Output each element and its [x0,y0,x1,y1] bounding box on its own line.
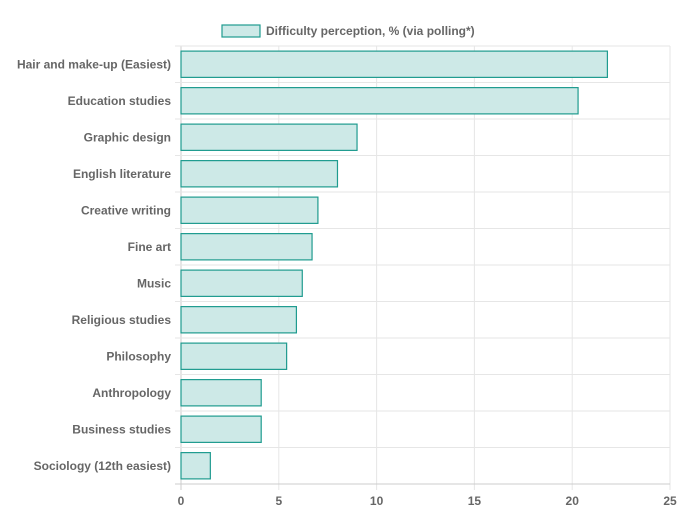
category-label: Creative writing [81,203,171,217]
x-tick-label: 25 [663,494,677,508]
bar[interactable] [180,50,609,78]
bar[interactable] [180,342,288,370]
bar[interactable] [180,452,211,480]
category-label: Music [137,276,171,290]
category-label: Sociology (12th easiest) [34,459,171,473]
x-tick-label: 15 [468,494,482,508]
x-tick-label: 20 [566,494,580,508]
bar[interactable] [180,123,358,151]
x-tick-label: 5 [275,494,282,508]
bar[interactable] [180,415,262,443]
bar[interactable] [180,306,298,334]
category-label: Hair and make-up (Easiest) [17,57,171,71]
bar[interactable] [180,87,579,115]
bars [180,50,609,480]
bar[interactable] [180,160,339,188]
x-tick-label: 0 [178,494,185,508]
legend-label[interactable]: Difficulty perception, % (via polling*) [266,24,475,38]
category-label: Business studies [72,422,171,436]
category-labels: Hair and make-up (Easiest) Education stud… [17,57,171,473]
bar[interactable] [180,196,319,224]
category-label: Fine art [128,240,171,254]
category-label: Anthropology [92,386,171,400]
bar[interactable] [180,379,262,407]
bar[interactable] [180,233,313,261]
grid-lines [175,45,671,490]
category-label: Religious studies [72,313,172,327]
category-label: Graphic design [84,130,171,144]
x-tick-labels: 0 5 10 15 20 25 [178,494,677,508]
category-label: Education studies [68,94,172,108]
category-label: English literature [73,167,171,181]
legend[interactable]: Difficulty perception, % (via polling*) [221,24,475,38]
bar[interactable] [180,269,303,297]
x-tick-label: 10 [370,494,384,508]
legend-swatch[interactable] [221,24,261,38]
category-label: Philosophy [106,349,171,363]
